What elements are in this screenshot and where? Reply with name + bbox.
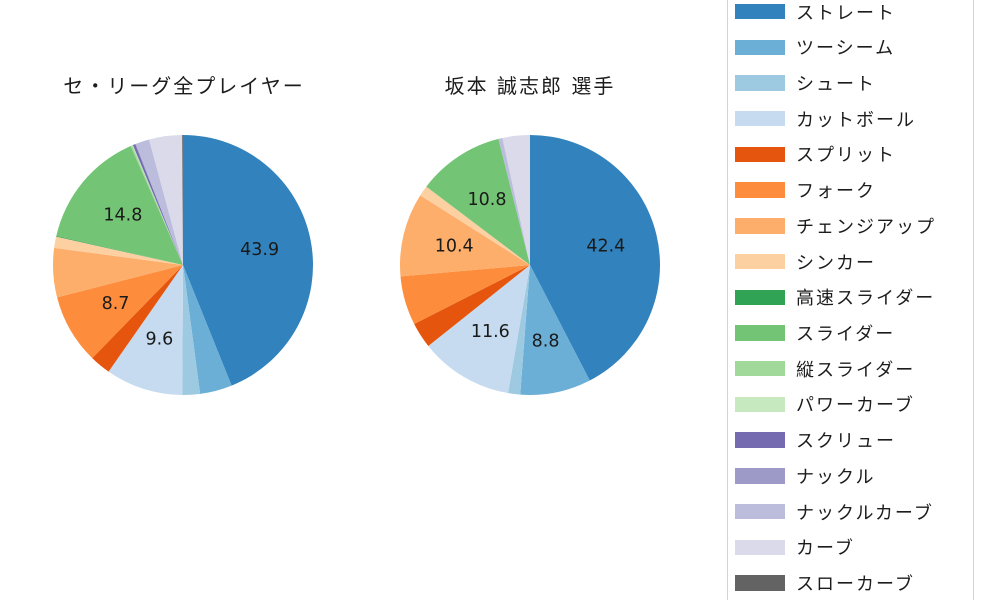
legend-color-swatch <box>735 396 785 413</box>
legend-item: フォーク <box>735 172 973 208</box>
pie-slice-4 <box>414 265 530 346</box>
legend-color-swatch <box>735 75 785 91</box>
chart-title-player: 坂本 誠志郎 選手 <box>444 74 616 98</box>
legend-item: シンカー <box>735 244 973 280</box>
legend-item: パワーカーブ <box>735 387 973 423</box>
legend-color-swatch <box>735 3 785 20</box>
pie-percent-label: 10.4 <box>435 237 474 257</box>
legend-item: スクリュー <box>735 422 973 458</box>
legend-color-swatch <box>735 289 785 306</box>
pie-chart-league: 43.9 9.6 8.7 14.8 <box>52 134 314 396</box>
pie-slice-9 <box>426 138 530 265</box>
legend-item: カットボール <box>735 101 973 137</box>
legend-label: 高速スライダー <box>796 288 936 310</box>
legend-color-swatch <box>735 539 785 556</box>
legend-label: ツーシーム <box>796 38 896 60</box>
legend-color-swatch <box>735 39 785 56</box>
legend-item: 縦スライダー <box>735 351 973 387</box>
pie-percent-label: 43.9 <box>240 240 279 260</box>
legend-color-swatch <box>735 575 785 591</box>
legend-label: スクリュー <box>796 431 896 453</box>
legend-label: ストレート <box>796 2 896 24</box>
legend-item: ツーシーム <box>735 29 973 65</box>
pie-slice-2 <box>182 265 201 396</box>
legend-item: スプリット <box>735 137 973 173</box>
pie-slice-14 <box>498 137 530 265</box>
legend-label: シンカー <box>796 252 876 274</box>
pie-slice-1 <box>520 265 590 395</box>
legend: ストレート ツーシーム シュート カットボール スプリット フォーク チェンジア… <box>727 0 974 600</box>
legend-label: スライダー <box>796 324 896 346</box>
pie-slice-9 <box>56 146 184 265</box>
pie-percent-label: 11.6 <box>471 322 510 342</box>
legend-color-swatch <box>735 468 785 484</box>
legend-label: フォーク <box>796 181 876 203</box>
legend-item: スローカーブ <box>735 565 973 600</box>
pie-slice-2 <box>508 265 530 395</box>
legend-item: ナックルカーブ <box>735 494 973 530</box>
pie-slice-15 <box>149 135 183 265</box>
legend-color-swatch <box>735 503 785 520</box>
pie-slice-13 <box>135 143 183 265</box>
legend-item: シュート <box>735 65 973 101</box>
pie-slice-12 <box>132 144 183 265</box>
legend-color-swatch <box>735 110 785 127</box>
pie-slice-0 <box>530 135 661 381</box>
pie-slice-10 <box>130 145 183 265</box>
pie-slice-8 <box>56 235 183 265</box>
legend-label: パワーカーブ <box>796 395 915 417</box>
legend-label: 縦スライダー <box>796 359 916 381</box>
legend-label: スプリット <box>796 145 896 167</box>
legend-label: ナックル <box>796 466 876 488</box>
chart-title-league: セ・リーグ全プレイヤー <box>63 74 305 98</box>
pie-slice-16 <box>182 134 183 265</box>
legend-item: チェンジアップ <box>735 208 973 244</box>
legend-label: ナックルカーブ <box>796 502 934 524</box>
pie-slice-15 <box>502 135 530 265</box>
legend-color-swatch <box>735 432 785 448</box>
legend-color-swatch <box>735 360 785 377</box>
pie-percent-label: 14.8 <box>103 205 142 225</box>
pie-slice-5 <box>400 265 530 325</box>
legend-label: チェンジアップ <box>796 216 936 238</box>
legend-color-swatch <box>735 146 785 163</box>
pie-slice-6 <box>52 247 183 298</box>
pie-percent-label: 8.8 <box>532 331 560 351</box>
pie-slice-5 <box>57 265 183 359</box>
pie-slice-7 <box>420 186 530 265</box>
legend-color-swatch <box>735 253 785 270</box>
legend-label: カーブ <box>796 538 855 560</box>
pie-slice-1 <box>183 265 232 394</box>
legend-color-swatch <box>735 325 785 341</box>
legend-color-swatch <box>735 218 785 234</box>
legend-label: シュート <box>796 73 876 95</box>
pie-slice-11 <box>132 145 183 265</box>
legend-item: スライダー <box>735 315 973 351</box>
pie-slice-0 <box>183 135 314 386</box>
legend-label: カットボール <box>796 109 916 131</box>
legend-item: ナックル <box>735 458 973 494</box>
legend-item: カーブ <box>735 529 973 565</box>
pie-slice-3 <box>428 265 530 394</box>
legend-label: スローカーブ <box>796 574 915 596</box>
pie-percent-label: 9.6 <box>145 329 173 349</box>
pie-slice-3 <box>108 265 183 395</box>
pie-percent-label: 8.7 <box>102 294 130 314</box>
legend-color-swatch <box>735 182 785 198</box>
pie-slice-14 <box>135 139 183 265</box>
pie-percent-label: 42.4 <box>586 237 625 257</box>
pie-chart-player: 42.4 8.8 11.6 10.4 10.8 <box>399 135 661 395</box>
pie-percent-label: 10.8 <box>468 190 507 210</box>
legend-item: ストレート <box>735 0 973 29</box>
legend-item: 高速スライダー <box>735 279 973 315</box>
pie-slice-7 <box>54 236 183 265</box>
pie-slice-6 <box>399 195 530 277</box>
pie-slice-4 <box>92 265 183 372</box>
